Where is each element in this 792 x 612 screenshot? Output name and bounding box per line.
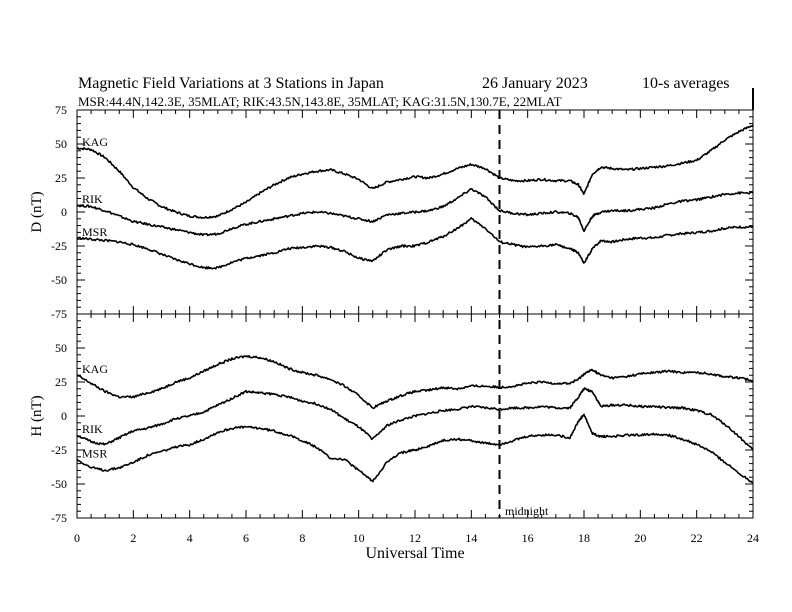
y-tick-label: -75 <box>51 307 67 321</box>
x-tick-label: 4 <box>187 531 193 545</box>
series-line-msr <box>76 217 754 270</box>
series-line-rik <box>76 188 754 237</box>
series-label-kag: KAG <box>82 362 108 376</box>
x-tick-label: 10 <box>353 531 365 545</box>
y-tick-label: 25 <box>55 375 67 389</box>
series-line-rik <box>76 387 754 451</box>
x-tick-label: 18 <box>578 531 590 545</box>
series-line-msr <box>76 413 754 484</box>
series-layer: KAG RIK MSR KAG RIK MSR <box>76 124 754 484</box>
panel-horizontal: H (nT) 50 25 0 -25 -50 -75 <box>29 313 754 525</box>
y-tick-label: 50 <box>55 341 67 355</box>
y-axis-label: H (nT) <box>29 395 45 436</box>
x-tick-label: 2 <box>130 531 136 545</box>
y-tick-label: -50 <box>51 273 67 287</box>
y-tick-label: 0 <box>61 409 67 423</box>
series-label-msr: MSR <box>82 447 107 461</box>
y-tick-label: 25 <box>55 171 67 185</box>
x-tick-label: 8 <box>299 531 305 545</box>
y-tick-label: 50 <box>55 137 67 151</box>
x-tick-label: 12 <box>409 531 421 545</box>
midnight-label: midnight <box>505 504 549 518</box>
x-tick-label: 24 <box>747 531 759 545</box>
y-tick-label: 0 <box>61 205 67 219</box>
chart-averaging: 10-s averages <box>642 75 730 92</box>
panel-declination: D (nT) 75 50 25 0 -25 -50 -75 <box>29 103 754 321</box>
x-axis-label: Universal Time <box>365 545 464 562</box>
chart-subtitle: MSR:44.4N,142.3E, 35MLAT; RIK:43.5N,143.… <box>78 94 562 109</box>
series-label-rik: RIK <box>82 422 103 436</box>
series-label-kag: KAG <box>82 135 108 149</box>
y-tick-label: -25 <box>51 443 67 457</box>
series-line-kag <box>76 355 754 410</box>
series-label-rik: RIK <box>82 192 103 206</box>
x-axis: 0 2 4 6 8 10 12 14 16 18 20 22 24 <box>74 531 759 545</box>
x-tick-label: 16 <box>522 531 534 545</box>
x-tick-label: 14 <box>465 531 477 545</box>
series-line-kag <box>76 124 754 219</box>
y-axis-label: D (nT) <box>29 191 45 232</box>
x-tick-label: 20 <box>634 531 646 545</box>
y-tick-label: -25 <box>51 239 67 253</box>
y-tick-label: -75 <box>51 511 67 525</box>
x-tick-label: 0 <box>74 531 80 545</box>
y-tick-label: -50 <box>51 477 67 491</box>
series-label-msr: MSR <box>82 225 107 239</box>
chart-date: 26 January 2023 <box>482 75 588 92</box>
x-tick-label: 6 <box>243 531 249 545</box>
chart-title: Magnetic Field Variations at 3 Stations … <box>78 75 384 92</box>
y-tick-label: 75 <box>55 103 67 117</box>
x-tick-label: 22 <box>691 531 703 545</box>
